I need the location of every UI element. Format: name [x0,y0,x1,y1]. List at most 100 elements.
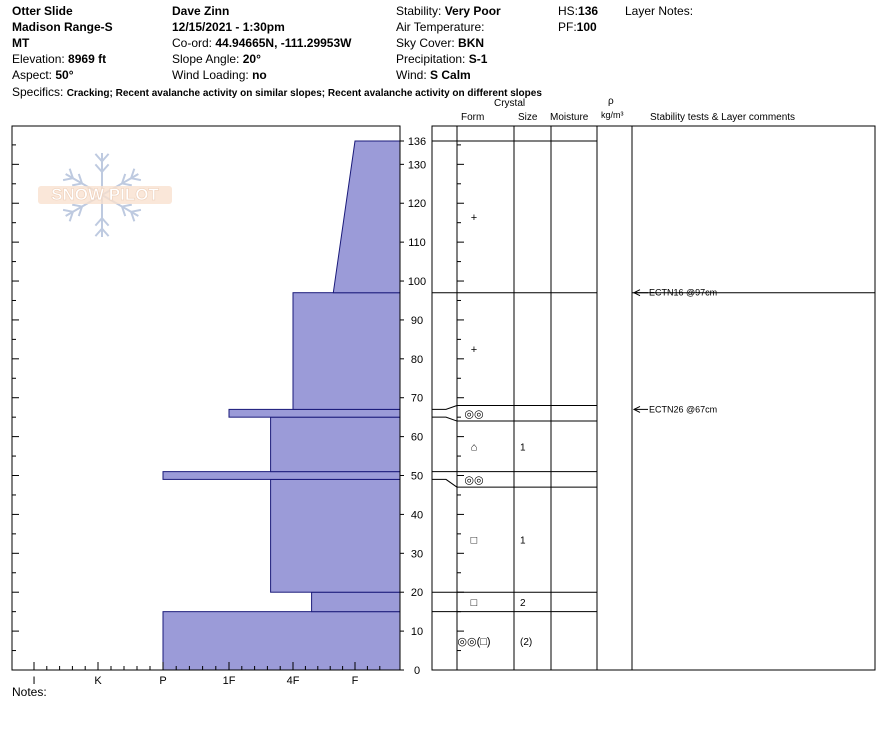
moisture-header: Moisture [550,112,589,123]
watermark-text: SNOW PILOT [51,185,159,204]
grain-size-label: 1 [520,442,526,453]
coordinates: Co-ord: 44.94665N, -111.29953W [172,35,351,51]
snowpilot-watermark: SNOW PILOT [38,153,172,237]
specifics-label: Specifics: [12,85,64,99]
density-unit: kg/m³ [601,110,624,120]
air-temperature-label: Air Temperature: [396,20,485,34]
coord-label: Co-ord: [172,36,213,50]
grain-form-symbol: ◎◎ [464,408,483,420]
location-name: Otter Slide [12,4,73,18]
tests-header: Stability tests & Layer comments [650,112,796,123]
layer-table-frame [431,125,876,671]
snowflake-icon [62,153,142,237]
wind-loading: Wind Loading: no [172,67,267,83]
stability: Stability: Very Poor [396,3,501,19]
grain-form-symbol: ◎◎ [464,474,483,486]
aspect-label: Aspect: [12,68,53,82]
wind-label: Wind: [396,68,427,82]
grain-form-symbol: ⌂ [471,441,478,453]
wind: Wind: S Calm [396,67,471,83]
grain-form-symbol: + [471,344,477,356]
test-arrow-head [632,289,641,297]
hardness-tick-label: 4F [287,675,300,687]
grain-form-symbol: □ [471,597,478,609]
hardness-segment [162,471,401,480]
slope-value: 20° [242,52,261,66]
pf-label: PF: [558,20,577,34]
test-arrow-head [632,405,641,413]
observer-name: Dave Zinn [172,4,230,18]
wind-value: S Calm [430,68,471,82]
grain-size-label: (2) [520,637,532,648]
pf-value: 100 [576,20,597,34]
hardness-tick-label: K [94,675,102,687]
precipitation: Precipitation: S-1 [396,51,487,67]
stability-label: Stability: [396,4,442,18]
specifics-value: Cracking; Recent avalanche activity on s… [66,88,542,99]
hardness-segment [270,416,401,473]
depth-tick-label: 10 [411,626,423,638]
range-name: Madison Range-S [12,20,113,34]
depth-tick-label: 70 [411,393,423,405]
depth-tick-label: 0 [414,665,420,677]
hardness-segment [292,292,401,410]
crystal-header: Crystal [494,98,526,109]
elevation-label: Elevation: [12,52,65,66]
size-header: Size [518,112,538,123]
penetration-foot: PF:100 [558,19,597,35]
stability-test-label: ECTN26 @67cm [649,404,717,414]
depth-tick-label: 40 [411,509,423,521]
depth-tick-label: 90 [411,315,423,327]
watermark-band [38,186,172,204]
depth-tick-label: 130 [408,159,426,171]
hardness-segment [270,478,401,593]
wind-loading-value: no [252,68,267,82]
sky-cover: Sky Cover: BKN [396,35,484,51]
stability-value: Very Poor [444,4,501,18]
depth-tick-label: 120 [408,198,426,210]
density-symbol: ρ [608,96,614,107]
depth-tick-label: 110 [408,237,426,249]
depth-tick-label: 100 [408,276,426,288]
sky-value: BKN [458,36,485,50]
slope-angle: Slope Angle: 20° [172,51,261,67]
hardness-segment [311,591,401,613]
hardness-segment [162,611,401,671]
coord-value: 44.94665N, -111.29953W [215,36,352,50]
sky-label: Sky Cover: [396,36,455,50]
depth-tick-label: 60 [411,432,423,444]
layer-notes-label: Layer Notes: [625,4,694,18]
grain-form-symbol: ◎◎(□) [457,636,490,648]
grain-form-symbol: + [471,212,477,224]
wind-loading-label: Wind Loading: [172,68,249,82]
depth-tick-label: 30 [411,548,423,560]
form-header: Form [461,112,485,123]
hardness-tick-label: I [32,675,35,687]
specifics: Specifics: Cracking; Recent avalanche ac… [12,84,542,102]
elevation: Elevation: 8969 ft [12,51,106,67]
hs-value: 136 [578,4,599,18]
elevation-value: 8969 ft [68,52,107,66]
precip-value: S-1 [468,52,488,66]
hardness-tick-label: P [159,675,166,687]
grain-size-label: 1 [520,536,526,547]
notes-label: Notes: [12,685,47,699]
stability-test-label: ECTN16 @97cm [649,288,717,298]
aspect-value: 50° [55,68,74,82]
depth-tick-label: 20 [411,587,423,599]
layer-connector [432,478,458,488]
state-name: MT [12,36,30,50]
slope-label: Slope Angle: [172,52,240,66]
hardness-tick-label: 1F [223,675,236,687]
layer-connector [432,405,458,410]
hs-label: HS: [558,4,579,18]
grain-form-symbol: □ [471,535,478,547]
hardness-segment [228,408,401,418]
depth-tick-label: 136 [408,136,426,148]
grain-size-label: 2 [520,598,526,609]
aspect: Aspect: 50° [12,67,74,83]
depth-tick-label: 80 [411,354,423,366]
hardness-segment [332,140,401,294]
snow-height: HS:136 [558,3,598,19]
